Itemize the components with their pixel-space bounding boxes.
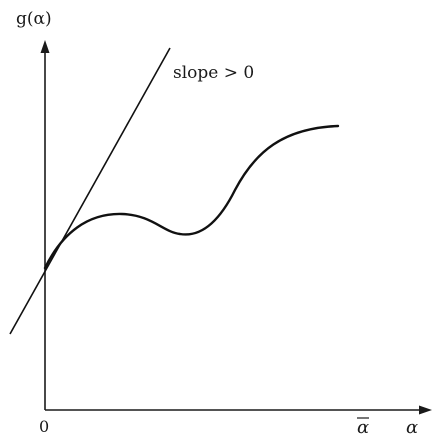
y-axis-label: g(α) (16, 9, 52, 29)
function-curve (43, 124, 340, 270)
slope-annotation: slope > 0 (173, 63, 254, 83)
x-axis-label: α (406, 417, 418, 436)
tangent-line (9, 47, 171, 335)
alpha-bar-label: α (357, 417, 369, 436)
origin-label: 0 (39, 417, 49, 436)
y-axis-arrow (40, 40, 50, 53)
x-axis-arrow (419, 405, 432, 415)
